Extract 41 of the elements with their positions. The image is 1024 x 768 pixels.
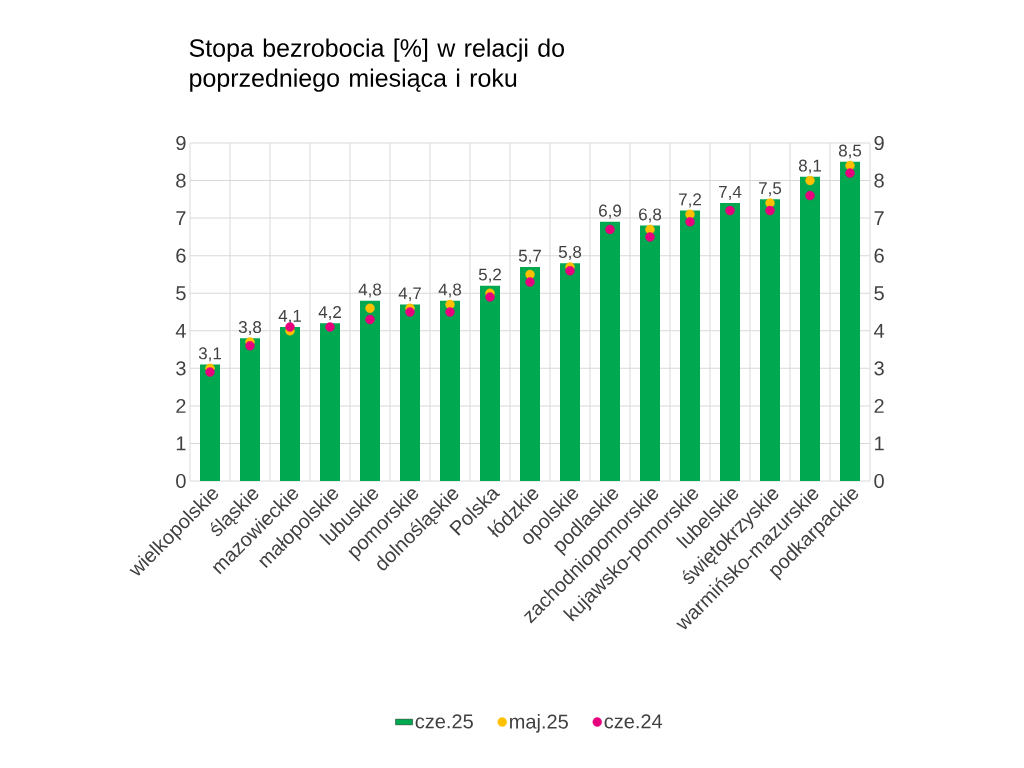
legend-label: cze.24 [604,714,663,729]
y2-tick-label: 9 [874,135,884,151]
data-label: 4,8 [358,283,382,298]
y-tick-label: 4 [175,323,186,338]
legend-label: cze.25 [415,714,473,729]
data-label: 3,1 [198,347,221,362]
data-label: 5,2 [478,268,501,283]
data-label: 8,1 [798,159,821,174]
data-label: 4,7 [398,287,421,302]
y-tick-label: 1 [176,436,186,451]
data-label: 6,9 [599,204,622,219]
chart-title: Stopa bezrobocia [%] w relacji do poprzedniego miesiąca i roku [189,38,564,92]
y2-tick-label: 0 [874,473,884,489]
data-label: 4,2 [318,306,341,321]
y-tick-label: 3 [176,361,186,376]
data-label: 6,8 [639,208,662,223]
y2-tick-label: 4 [874,323,885,338]
y2-tick-label: 5 [874,286,884,301]
y-tick-label: 6 [176,248,186,263]
y-tick-label: 9 [176,135,186,151]
data-label: 5,8 [558,245,582,260]
y2-tick-label: 2 [874,398,884,413]
data-label: 4,1 [278,309,301,324]
y-tick-label: 8 [176,173,186,188]
y2-tick-label: 1 [875,436,884,451]
y2-tick-label: 7 [874,211,884,225]
data-label: 8,5 [838,144,862,159]
y-tick-label: 2 [176,398,186,413]
y-tick-label: 0 [176,473,186,489]
y2-tick-label: 8 [874,173,884,188]
data-label: 5,7 [518,249,541,264]
data-label: 7,4 [719,186,742,200]
data-label: 7,2 [679,193,701,208]
data-label: 3,8 [238,321,262,336]
legend-label: maj.25 [510,714,568,733]
y-tick-label: 7 [176,211,186,225]
data-label: 4,8 [438,283,462,298]
y-tick-label: 5 [176,286,186,301]
data-label: 7,5 [759,182,782,197]
y2-tick-label: 3 [874,361,884,376]
y2-tick-label: 6 [874,248,884,263]
